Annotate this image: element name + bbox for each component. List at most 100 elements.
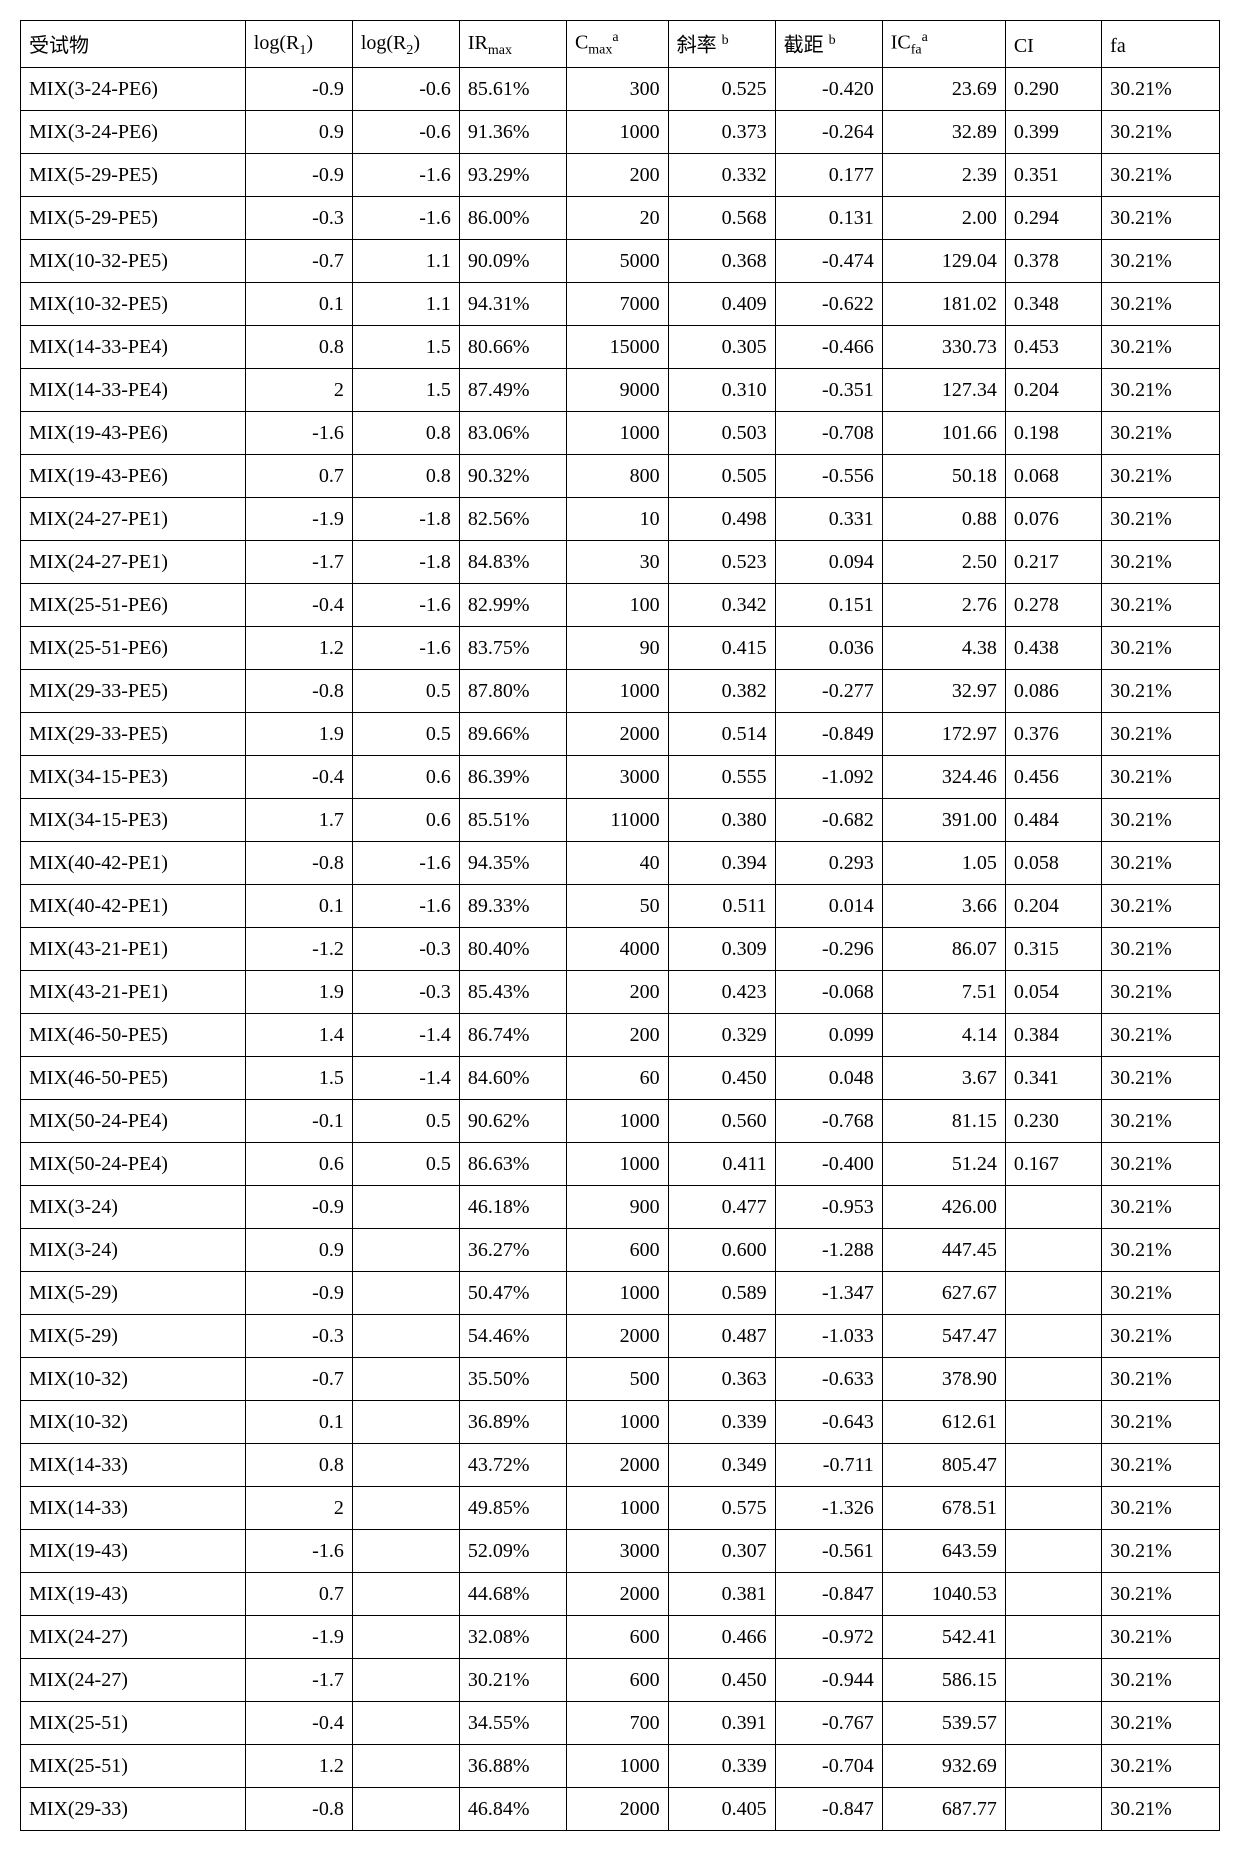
- table-row: MIX(46-50-PE5)1.5-1.484.60%600.4500.0483…: [21, 1056, 1220, 1099]
- cell-subject: MIX(10-32-PE5): [21, 239, 246, 282]
- cell-logR1: 2: [245, 1486, 352, 1529]
- cell-fa: 30.21%: [1102, 1701, 1220, 1744]
- cell-intercept: 0.293: [775, 841, 882, 884]
- cell-logR2: 0.8: [352, 454, 459, 497]
- cell-logR2: 0.5: [352, 1099, 459, 1142]
- table-row: MIX(10-32-PE5)0.11.194.31%70000.409-0.62…: [21, 282, 1220, 325]
- cell-CI: 0.456: [1005, 755, 1101, 798]
- cell-ICfa: 447.45: [882, 1228, 1005, 1271]
- cell-Cmax: 20: [566, 196, 668, 239]
- cell-logR1: -1.9: [245, 497, 352, 540]
- table-row: MIX(19-43)0.744.68%20000.381-0.8471040.5…: [21, 1572, 1220, 1615]
- cell-subject: MIX(43-21-PE1): [21, 927, 246, 970]
- cell-intercept: -0.351: [775, 368, 882, 411]
- table-row: MIX(3-24)0.936.27%6000.600-1.288447.4530…: [21, 1228, 1220, 1271]
- cell-logR2: [352, 1314, 459, 1357]
- cell-fa: 30.21%: [1102, 325, 1220, 368]
- cell-ICfa: 181.02: [882, 282, 1005, 325]
- cell-ICfa: 586.15: [882, 1658, 1005, 1701]
- table-row: MIX(3-24-PE6)0.9-0.691.36%10000.373-0.26…: [21, 110, 1220, 153]
- cell-intercept: -1.033: [775, 1314, 882, 1357]
- cell-slope: 0.349: [668, 1443, 775, 1486]
- cell-intercept: -0.768: [775, 1099, 882, 1142]
- cell-ICfa: 32.97: [882, 669, 1005, 712]
- cell-IRmax: 54.46%: [459, 1314, 566, 1357]
- cell-logR1: 1.4: [245, 1013, 352, 1056]
- cell-intercept: 0.151: [775, 583, 882, 626]
- cell-logR1: 0.7: [245, 454, 352, 497]
- cell-subject: MIX(19-43): [21, 1572, 246, 1615]
- cell-logR2: [352, 1185, 459, 1228]
- cell-slope: 0.405: [668, 1787, 775, 1830]
- cell-intercept: 0.177: [775, 153, 882, 196]
- cell-ICfa: 687.77: [882, 1787, 1005, 1830]
- cell-logR1: -1.6: [245, 1529, 352, 1572]
- cell-IRmax: 34.55%: [459, 1701, 566, 1744]
- cell-subject: MIX(24-27): [21, 1615, 246, 1658]
- cell-slope: 0.382: [668, 669, 775, 712]
- table-row: MIX(25-51-PE6)1.2-1.683.75%900.4150.0364…: [21, 626, 1220, 669]
- table-row: MIX(46-50-PE5)1.4-1.486.74%2000.3290.099…: [21, 1013, 1220, 1056]
- cell-CI: 0.086: [1005, 669, 1101, 712]
- cell-slope: 0.477: [668, 1185, 775, 1228]
- cell-logR2: -1.8: [352, 540, 459, 583]
- cell-fa: 30.21%: [1102, 1185, 1220, 1228]
- cell-logR1: -1.6: [245, 411, 352, 454]
- cell-CI: 0.484: [1005, 798, 1101, 841]
- cell-intercept: -0.847: [775, 1572, 882, 1615]
- cell-logR1: 0.1: [245, 884, 352, 927]
- cell-ICfa: 330.73: [882, 325, 1005, 368]
- data-table: 受试物log(R1)log(R2)IRmaxCmaxa斜率 b截距 bICfaa…: [20, 20, 1220, 1831]
- cell-subject: MIX(19-43-PE6): [21, 411, 246, 454]
- cell-logR2: -1.8: [352, 497, 459, 540]
- cell-Cmax: 600: [566, 1615, 668, 1658]
- cell-logR2: [352, 1271, 459, 1314]
- cell-logR2: -1.6: [352, 626, 459, 669]
- cell-logR2: -0.3: [352, 970, 459, 1013]
- cell-subject: MIX(29-33-PE5): [21, 669, 246, 712]
- cell-fa: 30.21%: [1102, 540, 1220, 583]
- cell-Cmax: 300: [566, 67, 668, 110]
- cell-ICfa: 2.39: [882, 153, 1005, 196]
- table-row: MIX(14-33)0.843.72%20000.349-0.711805.47…: [21, 1443, 1220, 1486]
- cell-slope: 0.600: [668, 1228, 775, 1271]
- cell-intercept: -1.326: [775, 1486, 882, 1529]
- cell-logR1: -0.8: [245, 669, 352, 712]
- cell-logR2: -0.3: [352, 927, 459, 970]
- cell-ICfa: 3.66: [882, 884, 1005, 927]
- table-row: MIX(25-51)1.236.88%10000.339-0.704932.69…: [21, 1744, 1220, 1787]
- cell-ICfa: 378.90: [882, 1357, 1005, 1400]
- cell-fa: 30.21%: [1102, 798, 1220, 841]
- cell-logR2: [352, 1529, 459, 1572]
- cell-logR1: 0.8: [245, 1443, 352, 1486]
- cell-fa: 30.21%: [1102, 1013, 1220, 1056]
- cell-fa: 30.21%: [1102, 1357, 1220, 1400]
- cell-Cmax: 1000: [566, 669, 668, 712]
- cell-subject: MIX(10-32): [21, 1357, 246, 1400]
- cell-fa: 30.21%: [1102, 153, 1220, 196]
- cell-logR2: 0.6: [352, 798, 459, 841]
- cell-fa: 30.21%: [1102, 1099, 1220, 1142]
- cell-fa: 30.21%: [1102, 712, 1220, 755]
- cell-slope: 0.329: [668, 1013, 775, 1056]
- cell-slope: 0.363: [668, 1357, 775, 1400]
- cell-logR2: [352, 1658, 459, 1701]
- cell-IRmax: 83.75%: [459, 626, 566, 669]
- cell-Cmax: 2000: [566, 712, 668, 755]
- cell-logR1: 1.5: [245, 1056, 352, 1099]
- cell-CI: 0.217: [1005, 540, 1101, 583]
- cell-intercept: -0.556: [775, 454, 882, 497]
- cell-CI: [1005, 1400, 1101, 1443]
- cell-IRmax: 80.66%: [459, 325, 566, 368]
- cell-subject: MIX(40-42-PE1): [21, 884, 246, 927]
- cell-IRmax: 91.36%: [459, 110, 566, 153]
- cell-IRmax: 89.33%: [459, 884, 566, 927]
- cell-IRmax: 32.08%: [459, 1615, 566, 1658]
- cell-fa: 30.21%: [1102, 1314, 1220, 1357]
- cell-CI: [1005, 1744, 1101, 1787]
- cell-CI: [1005, 1615, 1101, 1658]
- table-row: MIX(19-43)-1.652.09%30000.307-0.561643.5…: [21, 1529, 1220, 1572]
- cell-fa: 30.21%: [1102, 196, 1220, 239]
- cell-logR1: -1.7: [245, 1658, 352, 1701]
- cell-intercept: -0.400: [775, 1142, 882, 1185]
